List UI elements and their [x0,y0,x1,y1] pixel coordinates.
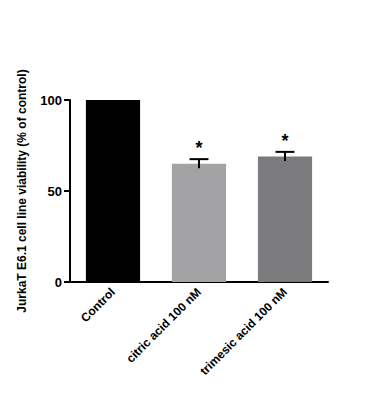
svg-text:JurkaT E6.1 cell line viabilit: JurkaT E6.1 cell line viability (% of co… [15,69,29,312]
svg-text:*: * [195,138,202,158]
svg-text:50: 50 [48,184,62,199]
svg-text:Control: Control [78,285,118,325]
svg-text:0: 0 [55,275,62,290]
svg-text:trimesic acid 100 nM: trimesic acid 100 nM [197,285,290,378]
svg-text:citric acid 100 nM: citric acid 100 nM [123,285,204,366]
svg-text:100: 100 [40,93,62,108]
svg-text:*: * [281,131,288,151]
